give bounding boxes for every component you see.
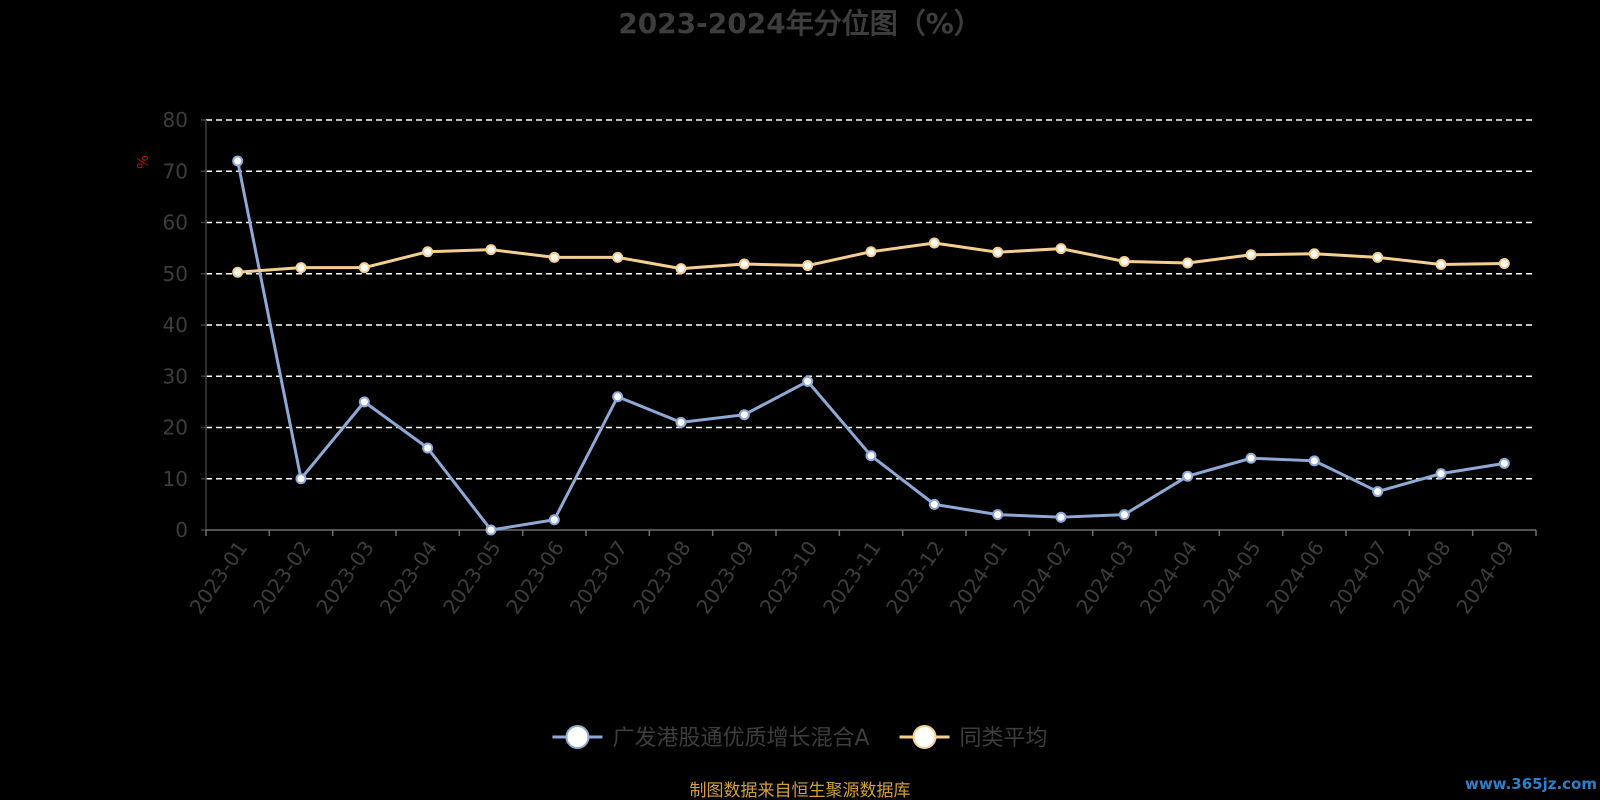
x-tick-label: 2023-04 [375, 536, 443, 618]
x-tick-label: 2024-05 [1198, 536, 1266, 618]
x-tick-label: 2024-03 [1071, 536, 1139, 618]
data-point [422, 442, 434, 454]
y-tick-label: 60 [163, 211, 188, 235]
y-tick-label: 0 [175, 518, 188, 542]
data-point [1308, 248, 1320, 260]
x-tick-label: 2023-01 [185, 536, 253, 618]
grid-lines [206, 119, 1536, 480]
y-tick-label: 30 [163, 364, 188, 388]
data-point [548, 251, 560, 263]
x-tick-label: 2023-05 [438, 536, 506, 618]
data-point [738, 258, 750, 270]
x-tick-label: 2023-10 [755, 536, 823, 618]
x-tick-label: 2023-07 [565, 536, 633, 618]
legend-label: 同类平均 [960, 726, 1048, 751]
x-axis-ticks: 2023-012023-022023-032023-042023-052023-… [185, 536, 1519, 618]
axes [201, 119, 1537, 536]
data-point [1118, 255, 1130, 267]
data-point [358, 396, 370, 408]
legend-marker [565, 725, 590, 749]
data-point [1055, 511, 1067, 523]
data-point [612, 251, 624, 263]
y-tick-label: 50 [163, 262, 188, 286]
x-tick-label: 2023-02 [248, 536, 316, 618]
series-line [236, 160, 1505, 532]
y-tick-label: 40 [163, 313, 188, 337]
data-point [1372, 251, 1384, 263]
x-tick-label: 2024-02 [1008, 536, 1076, 618]
data-point [802, 260, 814, 272]
data-point [485, 244, 497, 256]
data-point [865, 450, 877, 462]
legend-label: 广发港股通优质增长混合A [612, 726, 869, 751]
chart-title: 2023-2024年分位图（%） [618, 7, 982, 40]
x-tick-label: 2023-08 [628, 536, 696, 618]
x-tick-label: 2023-09 [691, 536, 759, 618]
data-point [1435, 468, 1447, 480]
x-tick-label: 2024-07 [1325, 536, 1393, 618]
data-point [1498, 258, 1510, 269]
y-tick-label: 20 [163, 416, 188, 440]
data-point [295, 473, 307, 485]
data-point [1498, 457, 1510, 469]
x-tick-label: 2023-03 [311, 536, 379, 618]
data-point [675, 416, 687, 428]
y-tick-label: 70 [163, 159, 188, 183]
data-point [928, 498, 940, 510]
data-point [865, 246, 877, 258]
y-axis-ticks: 0 10 20 30 40 50 60 70 80 [163, 108, 188, 542]
data-point [295, 262, 307, 274]
data-point [1182, 470, 1194, 482]
data-point [1182, 257, 1194, 269]
x-tick-label: 2023-11 [818, 536, 886, 618]
data-point [1308, 455, 1320, 467]
legend-item-0[interactable]: 广发港股通优质增长混合A [552, 725, 870, 751]
data-point [612, 391, 624, 403]
data-point [358, 262, 370, 274]
y-tick-label: 10 [163, 467, 188, 491]
x-tick-label: 2023-06 [501, 536, 569, 618]
data-point [232, 266, 244, 278]
series-layer [232, 155, 1510, 536]
x-tick-label: 2024-01 [945, 536, 1013, 618]
y-tick-label: 80 [163, 108, 188, 132]
x-tick-label: 2024-04 [1135, 536, 1203, 618]
data-point [1118, 509, 1130, 521]
x-tick-label: 2023-12 [881, 536, 949, 618]
legend-item-1[interactable]: 同类平均 [899, 725, 1048, 751]
data-point [738, 409, 750, 421]
data-point [992, 509, 1004, 521]
data-point [1055, 243, 1067, 255]
data-point [1435, 259, 1447, 271]
data-point [1372, 486, 1384, 498]
x-tick-label: 2024-08 [1388, 536, 1456, 618]
legend-marker [912, 725, 937, 749]
series-0 [232, 155, 1510, 536]
watermark: www.365jz.com [1465, 775, 1597, 793]
data-point [802, 375, 814, 387]
series-1 [232, 237, 1510, 278]
data-point [485, 524, 497, 536]
data-point [232, 155, 244, 167]
x-tick-label: 2024-09 [1451, 536, 1519, 618]
data-point [928, 237, 940, 249]
data-point [1245, 249, 1257, 261]
data-point [675, 263, 687, 275]
data-point [422, 246, 434, 258]
data-point [992, 246, 1004, 258]
x-tick-label: 2024-06 [1261, 536, 1329, 618]
data-point [1245, 452, 1257, 464]
y-axis-unit-label: % [134, 155, 152, 169]
source-note: 制图数据来自恒生聚源数据库 [690, 781, 911, 800]
legend: 广发港股通优质增长混合A 同类平均 [552, 725, 1048, 751]
data-point [548, 514, 560, 526]
